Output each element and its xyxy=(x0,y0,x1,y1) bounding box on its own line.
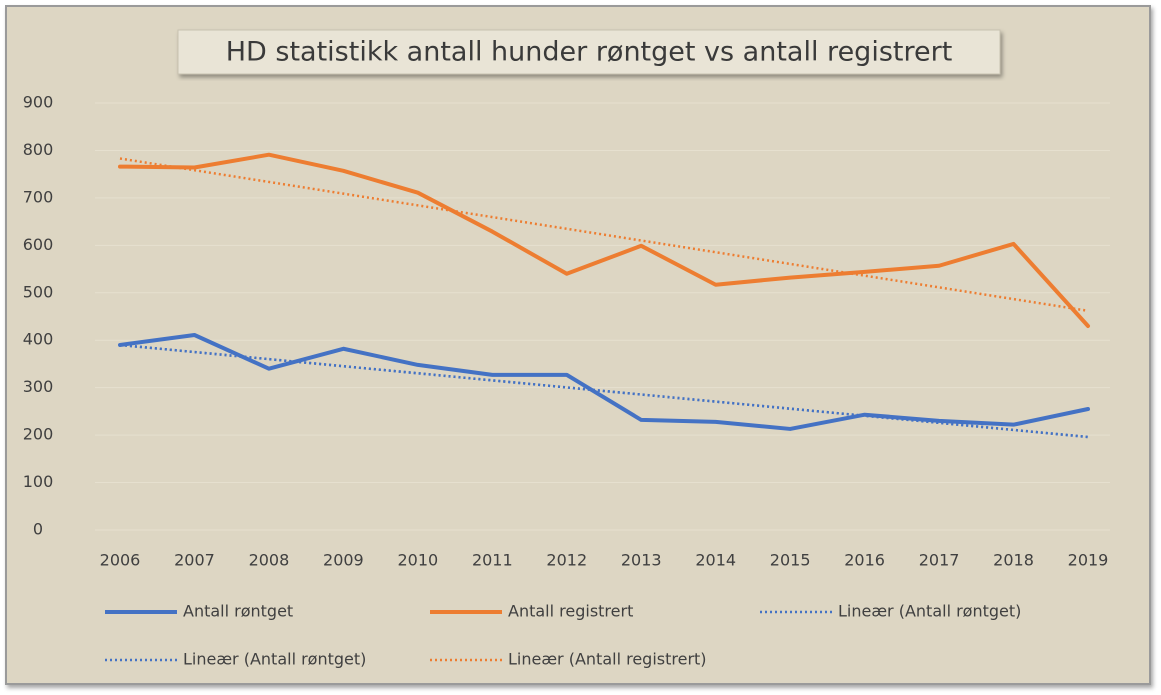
x-tick-label: 2015 xyxy=(770,551,811,570)
legend-label: Lineær (Antall registrert) xyxy=(508,650,707,669)
y-tick-label: 700 xyxy=(23,187,54,206)
x-tick-label: 2008 xyxy=(249,551,290,570)
legend-label: Lineær (Antall røntget) xyxy=(838,602,1021,621)
y-tick-label: 0 xyxy=(33,520,43,539)
chart-frame xyxy=(5,5,1151,685)
trendline xyxy=(119,157,1089,313)
y-tick-label: 500 xyxy=(23,282,54,301)
y-tick-label: 900 xyxy=(23,93,54,112)
chart-title: HD statistikk antall hunder røntget vs a… xyxy=(226,37,953,68)
x-tick-label: 2011 xyxy=(472,551,513,570)
x-tick-label: 2010 xyxy=(397,551,438,570)
y-tick-label: 200 xyxy=(23,425,54,444)
y-tick-label: 800 xyxy=(23,140,54,159)
x-tick-label: 2016 xyxy=(844,551,885,570)
legend-label: Antall registrert xyxy=(508,602,633,621)
legend-label: Lineær (Antall røntget) xyxy=(183,650,366,669)
x-tick-label: 2014 xyxy=(695,551,736,570)
y-tick-label: 600 xyxy=(23,235,54,254)
y-tick-label: 100 xyxy=(23,472,54,491)
series-line xyxy=(118,333,1090,431)
x-tick-label: 2017 xyxy=(919,551,960,570)
x-tick-label: 2007 xyxy=(174,551,215,570)
y-tick-label: 400 xyxy=(23,330,54,349)
x-tick-label: 2006 xyxy=(100,551,141,570)
series-line xyxy=(118,152,1090,328)
x-tick-label: 2019 xyxy=(1068,551,1109,570)
y-tick-label: 300 xyxy=(23,377,54,396)
x-tick-label: 2009 xyxy=(323,551,364,570)
title-box xyxy=(177,29,1001,75)
x-tick-label: 2013 xyxy=(621,551,662,570)
legend-label: Antall røntget xyxy=(183,602,293,621)
x-tick-label: 2012 xyxy=(546,551,587,570)
x-tick-label: 2018 xyxy=(993,551,1034,570)
